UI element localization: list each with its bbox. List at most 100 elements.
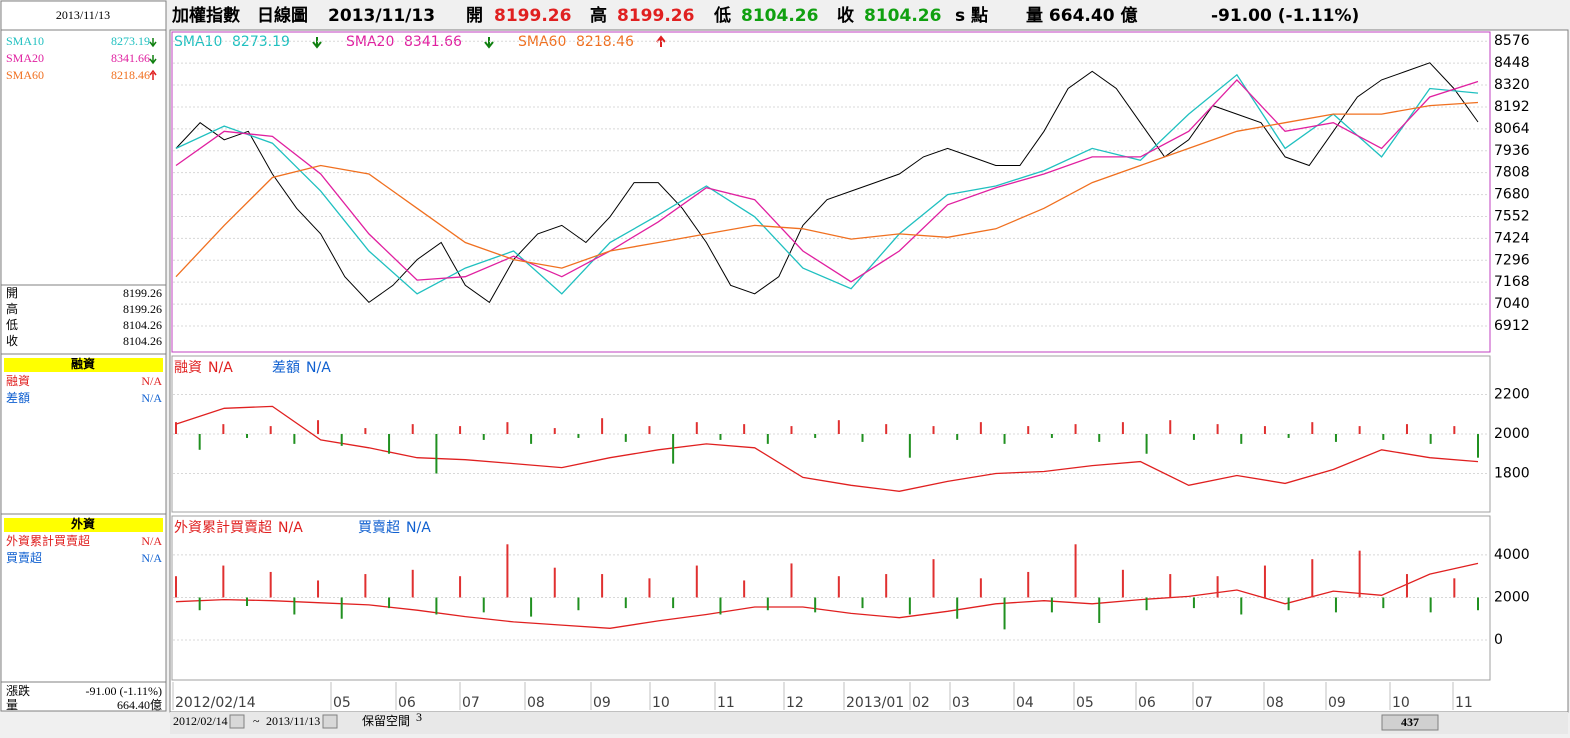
row-value: 664.40億 bbox=[117, 698, 162, 712]
date: 2013/11/13 bbox=[328, 6, 435, 26]
bar bbox=[553, 428, 556, 434]
bar bbox=[1192, 597, 1195, 609]
arrow bbox=[149, 38, 157, 48]
y-tick-label: 6912 bbox=[1494, 318, 1530, 334]
bar bbox=[1382, 597, 1385, 609]
end-date[interactable]: 2013/11/13 bbox=[266, 714, 320, 728]
bar bbox=[1453, 426, 1456, 434]
bar bbox=[482, 597, 485, 613]
x-tick-label: 07 bbox=[1195, 695, 1213, 711]
x-tick-label: 07 bbox=[462, 695, 480, 711]
bar bbox=[932, 559, 935, 598]
bar bbox=[1453, 578, 1456, 598]
bar bbox=[648, 578, 651, 598]
bar bbox=[1121, 422, 1124, 434]
bar bbox=[672, 597, 675, 609]
legend-value: N/A bbox=[406, 520, 431, 536]
bar bbox=[1145, 597, 1148, 611]
start-date[interactable]: 2012/02/14 bbox=[173, 714, 228, 728]
y-tick-label: 7040 bbox=[1494, 296, 1530, 312]
ohlc-value: 8104.26 bbox=[123, 334, 162, 348]
y-tick-label: 8320 bbox=[1494, 77, 1530, 93]
x-tick-label: 12 bbox=[786, 695, 804, 711]
bar bbox=[388, 597, 391, 609]
row-label: 融資 bbox=[6, 374, 30, 388]
row-label: 差額 bbox=[6, 391, 30, 405]
ohlc-value: 8104.26 bbox=[123, 318, 162, 332]
volume: 量 664.40 億 bbox=[1026, 5, 1137, 26]
bar bbox=[743, 424, 746, 434]
bar bbox=[885, 424, 888, 434]
series-line bbox=[175, 562, 1479, 629]
bar bbox=[269, 571, 272, 598]
bar bbox=[388, 434, 391, 454]
y-tick-label: 8448 bbox=[1494, 55, 1530, 71]
foreign-panel bbox=[171, 515, 1491, 681]
bar bbox=[198, 434, 201, 450]
bar bbox=[198, 597, 201, 611]
bar bbox=[601, 574, 604, 598]
ohlc-label: 收 bbox=[6, 334, 18, 348]
x-tick-label: 08 bbox=[527, 695, 545, 711]
x-tick-label: 05 bbox=[333, 695, 351, 711]
bar bbox=[1240, 597, 1243, 615]
section-header bbox=[4, 358, 163, 372]
reserve-label[interactable]: 保留空間 bbox=[362, 714, 410, 728]
y-tick-label: 7808 bbox=[1494, 165, 1530, 181]
section-title: 外資 bbox=[71, 516, 95, 531]
x-tick-label: 10 bbox=[652, 695, 670, 711]
series-line bbox=[175, 73, 1479, 295]
sidebar bbox=[0, 0, 167, 712]
value: 8104.26 bbox=[864, 6, 941, 26]
label: 低 bbox=[713, 5, 731, 26]
bar bbox=[246, 597, 249, 606]
bar bbox=[624, 597, 627, 609]
legend-value: 8218.46 bbox=[576, 34, 634, 50]
bar bbox=[790, 426, 793, 434]
bar bbox=[317, 420, 320, 434]
bar bbox=[837, 420, 840, 434]
bar bbox=[1240, 434, 1243, 444]
x-tick-label: 09 bbox=[593, 695, 611, 711]
bar bbox=[814, 597, 817, 613]
legend-value: 8273.19 bbox=[232, 34, 290, 50]
bar bbox=[222, 424, 225, 434]
toolbar bbox=[170, 712, 1568, 734]
bar bbox=[956, 597, 959, 619]
bar bbox=[1050, 597, 1053, 613]
bar bbox=[695, 565, 698, 598]
row-value: -91.00 (-1.11%) bbox=[85, 684, 162, 698]
arrow bbox=[656, 35, 666, 47]
bar bbox=[411, 569, 414, 598]
dropdown[interactable] bbox=[229, 714, 245, 729]
dropdown[interactable] bbox=[322, 714, 338, 729]
bar bbox=[814, 434, 817, 438]
bar bbox=[269, 426, 272, 434]
bar bbox=[1405, 424, 1408, 434]
sma-value: 8218.46 bbox=[111, 68, 150, 82]
ohlc-label: 低 bbox=[6, 318, 18, 332]
y-tick-label: 8064 bbox=[1494, 121, 1530, 137]
bar bbox=[648, 426, 651, 434]
bar bbox=[222, 565, 225, 598]
x-tick-label: 10 bbox=[1392, 695, 1410, 711]
arrow bbox=[149, 55, 157, 65]
chart-kind: 日線圖 bbox=[257, 5, 308, 26]
bar bbox=[1050, 434, 1053, 438]
bar bbox=[885, 574, 888, 598]
ohlc-value: 8199.26 bbox=[123, 286, 162, 300]
section-title: 融資 bbox=[71, 356, 95, 371]
y-tick-label: 7168 bbox=[1494, 274, 1530, 290]
row-label: 外資累計買賣超 bbox=[6, 533, 90, 548]
bar bbox=[577, 434, 580, 438]
legend-value: N/A bbox=[278, 520, 303, 536]
x-tick-label: 11 bbox=[1455, 695, 1473, 711]
x-tick-label: 11 bbox=[717, 695, 735, 711]
y-tick-label: 1800 bbox=[1494, 465, 1530, 481]
bar bbox=[766, 597, 769, 611]
bar bbox=[1477, 434, 1479, 458]
sma-value: 8341.66 bbox=[111, 51, 150, 65]
bar bbox=[175, 422, 177, 434]
y-tick-label: 4000 bbox=[1494, 547, 1530, 563]
x-tick-label: 2013/01 bbox=[846, 695, 904, 711]
